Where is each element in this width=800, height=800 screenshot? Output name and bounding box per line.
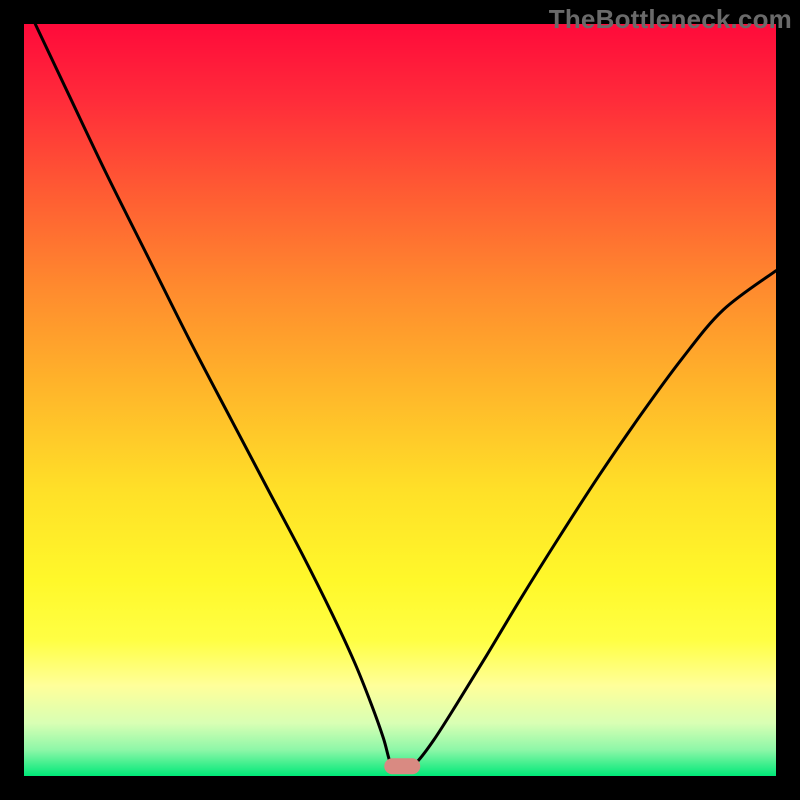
- minimum-marker: [384, 758, 420, 774]
- bottleneck-chart: TheBottleneck.com: [0, 0, 800, 800]
- chart-svg: [0, 0, 800, 800]
- plot-background: [24, 24, 776, 776]
